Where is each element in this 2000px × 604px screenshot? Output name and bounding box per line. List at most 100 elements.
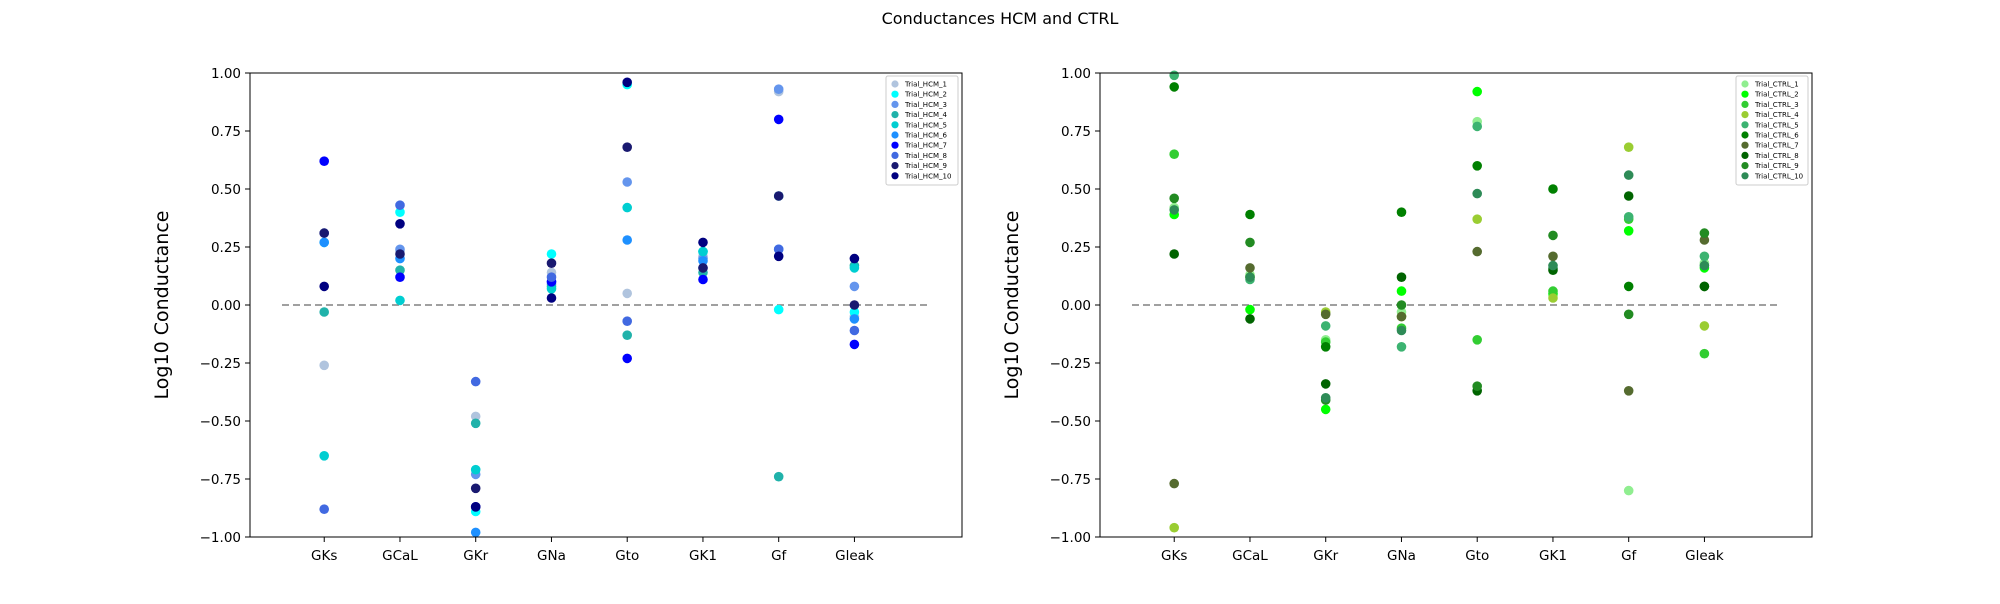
legend-label-Trial_HCM_10: Trial_HCM_10	[904, 172, 951, 180]
data-point-Trial_HCM_9-GNa	[546, 258, 557, 269]
data-point-Trial_CTRL_4-Gf	[1623, 142, 1634, 152]
y-tick-label: −0.25	[200, 356, 241, 372]
legend-marker-Trial_CTRL_8	[1741, 151, 1749, 159]
y-tick-label: 1.00	[1061, 66, 1091, 82]
figure-title: Conductances HCM and CTRL	[882, 9, 1119, 28]
data-point-Trial_HCM_1-GKs	[319, 360, 330, 371]
chart-panel-left: −1.00 −0.75 −0.50 −0.25 0.00 0.25 0.50 0.75 1.00…	[151, 66, 963, 564]
data-point-Trial_CTRL_3-GK1	[1548, 286, 1558, 296]
data-point-Trial_CTRL_3-Gleak	[1699, 348, 1710, 359]
data-point-Trial_HCM_3-Gleak	[849, 281, 860, 292]
data-point-Trial_HCM_6-GKs	[319, 237, 330, 248]
x-tick-label-GKs: GKs	[311, 548, 337, 564]
data-point-Trial_HCM_8-Gf	[773, 244, 784, 255]
data-point-Trial_HCM_2-Gleak	[849, 307, 860, 317]
data-point-Trial_HCM_3-Gf	[773, 84, 784, 94]
data-point-Trial_HCM_9-Gto	[622, 142, 632, 152]
legend-marker-Trial_CTRL_3	[1741, 100, 1749, 108]
data-point-Trial_HCM_5-GCaL	[395, 295, 405, 306]
data-point-Trial_HCM_3-Gto	[622, 177, 632, 187]
data-point-Trial_HCM_8-Gto	[622, 316, 632, 327]
data-point-Trial_CTRL_2-Gf	[1623, 226, 1634, 236]
data-point-Trial_HCM_7-GK1	[698, 274, 708, 285]
data-point-Trial_CTRL_8-Gleak	[1699, 281, 1710, 292]
x-tick-label-GK1: GK1	[1539, 548, 1567, 564]
data-point-Trial_CTRL_6-GKr	[1320, 342, 1331, 352]
legend-label-Trial_HCM_8: Trial_HCM_8	[904, 152, 947, 160]
data-point-Trial_CTRL_10-GK1	[1548, 260, 1558, 271]
data-point-Trial_HCM_5-GKr	[470, 464, 481, 475]
data-points	[1169, 70, 1710, 533]
x-tick-label-GCaL: GCaL	[1232, 548, 1268, 564]
data-point-Trial_HCM_4-GKr	[470, 418, 481, 429]
data-point-Trial_HCM_10-Gleak	[849, 253, 860, 264]
x-tick-label-Gf: Gf	[1621, 548, 1637, 564]
data-point-Trial_HCM_10-GNa	[546, 293, 557, 303]
legend-label-Trial_HCM_1: Trial_HCM_1	[904, 81, 947, 89]
data-point-Trial_CTRL_5-GKr	[1320, 321, 1331, 331]
legend-marker-Trial_HCM_3	[891, 100, 899, 108]
data-point-Trial_CTRL_10-Gto	[1472, 188, 1482, 199]
legend-frame	[885, 75, 959, 186]
data-point-Trial_CTRL_4-GK1	[1548, 293, 1558, 303]
data-point-Trial_CTRL_9-GCaL	[1245, 237, 1255, 248]
data-point-Trial_CTRL_2-GNa	[1396, 286, 1407, 296]
legend-marker-Trial_HCM_7	[891, 141, 899, 149]
data-point-Trial_HCM_7-Gleak	[849, 339, 860, 350]
x-tick-label-GNa: GNa	[537, 548, 566, 564]
x-tick-label-Gleak: Gleak	[835, 548, 874, 564]
data-point-Trial_HCM_7-GKs	[319, 156, 330, 166]
legend-label-Trial_CTRL_8: Trial_CTRL_8	[1754, 152, 1799, 160]
data-point-Trial_HCM_4-Gto	[622, 330, 632, 341]
y-tick-label: −0.50	[1050, 414, 1091, 430]
data-point-Trial_HCM_6-Gto	[622, 235, 632, 245]
data-point-Trial_CTRL_7-Gleak	[1699, 235, 1710, 245]
x-tick-label-Gf: Gf	[771, 548, 787, 564]
data-point-Trial_CTRL_6-GNa	[1396, 207, 1407, 217]
data-point-Trial_CTRL_7-GKr	[1320, 309, 1331, 320]
y-tick-label: 0.50	[1061, 182, 1091, 198]
data-point-Trial_CTRL_2-GCaL	[1245, 304, 1255, 315]
x-tick-label-GCaL: GCaL	[382, 548, 418, 564]
legend-marker-Trial_CTRL_10	[1741, 172, 1749, 180]
data-point-Trial_CTRL_9-GK1	[1548, 230, 1558, 241]
data-point-Trial_HCM_5-Gleak	[849, 263, 860, 273]
data-point-Trial_HCM_6-GKr	[470, 527, 481, 538]
data-point-Trial_CTRL_4-GKs	[1169, 522, 1179, 533]
data-point-Trial_CTRL_7-GCaL	[1245, 263, 1255, 273]
legend-marker-Trial_HCM_6	[891, 131, 899, 139]
legend-marker-Trial_HCM_4	[891, 111, 899, 119]
y-tick-label: −0.75	[1050, 472, 1091, 488]
legend-frame	[1735, 75, 1809, 186]
data-point-Trial_HCM_10-Gf	[773, 251, 784, 262]
data-point-Trial_CTRL_10-GKr	[1320, 393, 1331, 403]
x-tick-label-GKs: GKs	[1161, 548, 1187, 564]
data-point-Trial_HCM_4-GCaL	[395, 265, 405, 276]
data-point-Trial_HCM_7-Gf	[773, 114, 784, 125]
legend: Trial_CTRL_1 Trial_CTRL_2 Trial_CTRL_3 Tria…	[1735, 75, 1809, 186]
data-point-Trial_HCM_8-GCaL	[395, 200, 405, 210]
data-point-Trial_CTRL_9-GNa	[1396, 300, 1407, 310]
y-tick-label: 0.00	[1061, 298, 1091, 314]
data-point-Trial_CTRL_10-GKs	[1169, 205, 1179, 215]
data-point-Trial_CTRL_5-GKs	[1169, 70, 1179, 81]
data-point-Trial_CTRL_5-Gleak	[1699, 251, 1710, 262]
data-point-Trial_HCM_4-Gf	[773, 471, 784, 482]
data-point-Trial_HCM_4-GKs	[319, 307, 330, 317]
data-point-Trial_CTRL_1-Gf	[1623, 485, 1634, 496]
data-point-Trial_HCM_10-Gto	[622, 77, 632, 88]
y-tick-label: 0.25	[1061, 240, 1091, 256]
y-axis-label: Log10 Conductance	[151, 211, 173, 400]
legend-marker-Trial_CTRL_9	[1741, 162, 1749, 170]
x-tick-label-GK1: GK1	[689, 548, 717, 564]
data-point-Trial_CTRL_5-Gf	[1623, 212, 1634, 222]
data-point-Trial_CTRL_2-Gto	[1472, 86, 1482, 97]
data-point-Trial_HCM_6-GK1	[698, 256, 708, 266]
data-point-Trial_CTRL_9-Gleak	[1699, 228, 1710, 238]
data-point-Trial_HCM_10-GCaL	[395, 219, 405, 229]
data-point-Trial_CTRL_6-GK1	[1548, 184, 1558, 194]
legend-marker-Trial_CTRL_1	[1741, 80, 1749, 88]
legend-label-Trial_HCM_6: Trial_HCM_6	[904, 132, 947, 140]
y-tick-label: −0.25	[1050, 356, 1091, 372]
